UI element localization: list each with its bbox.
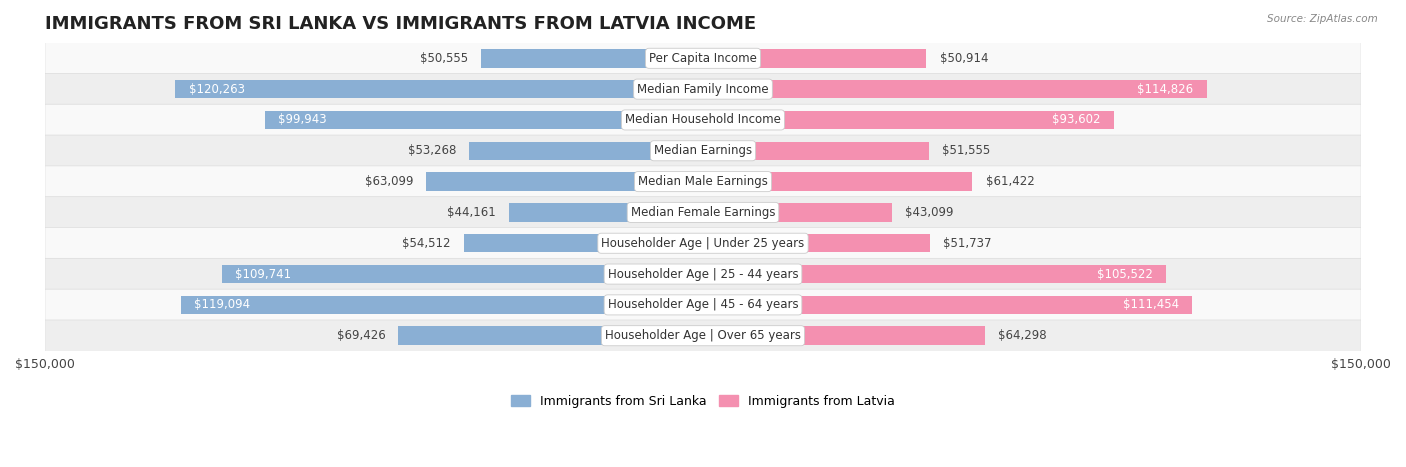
Text: Householder Age | 25 - 44 years: Householder Age | 25 - 44 years: [607, 268, 799, 281]
Bar: [470, 142, 703, 160]
Text: $105,522: $105,522: [1097, 268, 1153, 281]
Text: Median Earnings: Median Earnings: [654, 144, 752, 157]
Text: Median Female Earnings: Median Female Earnings: [631, 206, 775, 219]
Bar: [703, 111, 1114, 129]
Bar: [176, 80, 703, 99]
FancyBboxPatch shape: [45, 289, 1361, 321]
Text: $114,826: $114,826: [1137, 83, 1194, 96]
FancyBboxPatch shape: [45, 104, 1361, 136]
Bar: [398, 326, 703, 345]
Text: $54,512: $54,512: [402, 237, 451, 250]
Bar: [703, 49, 927, 68]
FancyBboxPatch shape: [45, 320, 1361, 352]
Text: $119,094: $119,094: [194, 298, 250, 311]
Bar: [264, 111, 703, 129]
Bar: [703, 172, 973, 191]
FancyBboxPatch shape: [45, 42, 1361, 74]
Text: Median Male Earnings: Median Male Earnings: [638, 175, 768, 188]
Text: $50,555: $50,555: [420, 52, 468, 65]
Bar: [703, 142, 929, 160]
Text: Median Household Income: Median Household Income: [626, 113, 780, 127]
Text: $120,263: $120,263: [188, 83, 245, 96]
Bar: [481, 49, 703, 68]
Bar: [509, 203, 703, 222]
Text: Per Capita Income: Per Capita Income: [650, 52, 756, 65]
Bar: [426, 172, 703, 191]
Bar: [703, 296, 1192, 314]
Text: Householder Age | Under 25 years: Householder Age | Under 25 years: [602, 237, 804, 250]
Bar: [222, 265, 703, 283]
Text: Householder Age | Over 65 years: Householder Age | Over 65 years: [605, 329, 801, 342]
Text: $99,943: $99,943: [278, 113, 326, 127]
Text: $109,741: $109,741: [235, 268, 291, 281]
Text: $44,161: $44,161: [447, 206, 496, 219]
Legend: Immigrants from Sri Lanka, Immigrants from Latvia: Immigrants from Sri Lanka, Immigrants fr…: [506, 389, 900, 413]
Text: Median Family Income: Median Family Income: [637, 83, 769, 96]
Bar: [703, 80, 1206, 99]
Text: $63,099: $63,099: [364, 175, 413, 188]
Bar: [703, 234, 929, 253]
Text: $43,099: $43,099: [905, 206, 953, 219]
FancyBboxPatch shape: [45, 197, 1361, 228]
FancyBboxPatch shape: [45, 73, 1361, 105]
Text: Householder Age | 45 - 64 years: Householder Age | 45 - 64 years: [607, 298, 799, 311]
Text: Source: ZipAtlas.com: Source: ZipAtlas.com: [1267, 14, 1378, 24]
Text: IMMIGRANTS FROM SRI LANKA VS IMMIGRANTS FROM LATVIA INCOME: IMMIGRANTS FROM SRI LANKA VS IMMIGRANTS …: [45, 15, 756, 33]
FancyBboxPatch shape: [45, 166, 1361, 198]
Text: $111,454: $111,454: [1122, 298, 1178, 311]
Text: $93,602: $93,602: [1052, 113, 1101, 127]
Text: $50,914: $50,914: [939, 52, 988, 65]
FancyBboxPatch shape: [45, 227, 1361, 259]
FancyBboxPatch shape: [45, 135, 1361, 167]
Bar: [180, 296, 703, 314]
Text: $61,422: $61,422: [986, 175, 1035, 188]
Text: $64,298: $64,298: [998, 329, 1047, 342]
Text: $51,555: $51,555: [942, 144, 991, 157]
FancyBboxPatch shape: [45, 258, 1361, 290]
Bar: [703, 265, 1166, 283]
Text: $51,737: $51,737: [943, 237, 991, 250]
Text: $53,268: $53,268: [408, 144, 456, 157]
Bar: [703, 326, 986, 345]
Text: $69,426: $69,426: [336, 329, 385, 342]
Bar: [703, 203, 891, 222]
Bar: [464, 234, 703, 253]
